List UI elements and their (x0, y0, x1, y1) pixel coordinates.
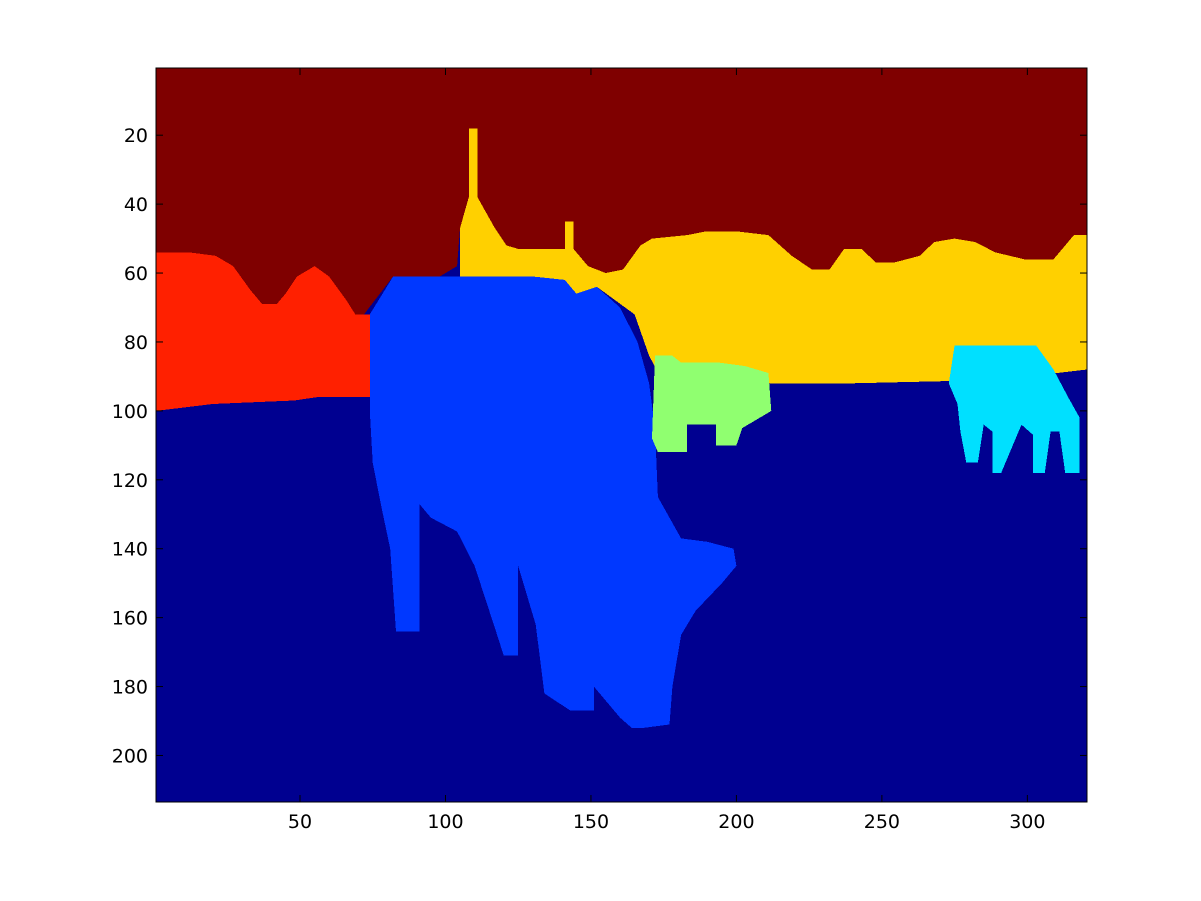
axis-ticks (156, 68, 1087, 802)
y-tick-labels: 20 40 60 80 100 120 140 160 180 200 (112, 125, 148, 767)
y-tick-label: 160 (112, 608, 148, 630)
region-sheep-middle (652, 355, 772, 453)
y-tick-label: 20 (124, 125, 148, 147)
y-tick-label: 140 (112, 539, 148, 561)
x-tick-label: 200 (718, 811, 754, 833)
axes-box (155, 67, 1088, 803)
y-tick-label: 200 (112, 745, 148, 767)
region-sheep-right (948, 345, 1080, 473)
region-sky (156, 68, 1087, 315)
x-tick-labels: 50 100 150 200 250 300 (288, 811, 1046, 833)
region-left-field (156, 252, 370, 411)
y-tick-label: 40 (124, 194, 148, 216)
y-tick-label: 100 (112, 401, 148, 423)
y-tick-label: 80 (124, 332, 148, 354)
region-cow-large (369, 276, 737, 728)
x-tick-label: 100 (427, 811, 463, 833)
x-tick-label: 250 (864, 811, 900, 833)
y-tick-label: 60 (124, 263, 148, 285)
region-trees (460, 128, 1087, 384)
x-tick-label: 150 (573, 811, 609, 833)
y-tick-label: 180 (112, 677, 148, 699)
x-tick-label: 300 (1009, 811, 1045, 833)
y-tick-label: 120 (112, 470, 148, 492)
label-image (156, 68, 1087, 802)
x-tick-label: 50 (288, 811, 312, 833)
